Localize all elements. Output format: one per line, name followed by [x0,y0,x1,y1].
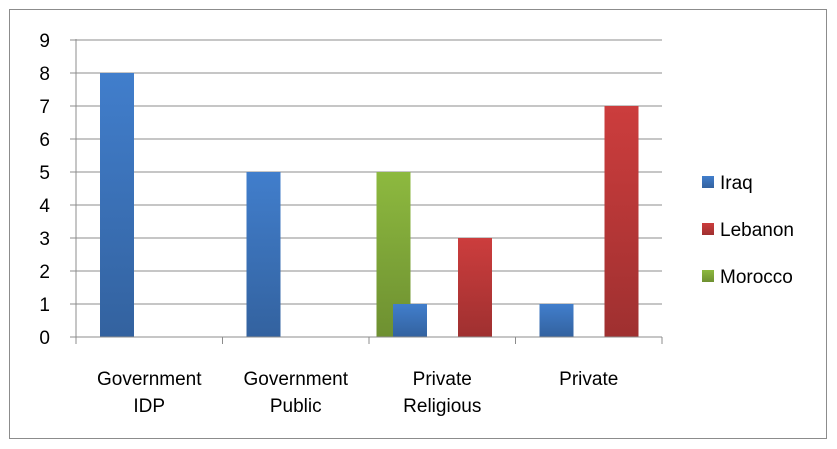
y-tick-label: 2 [39,262,50,283]
x-tick-label: Private [559,369,618,390]
y-tick-label: 4 [39,196,50,217]
bar-iraq-3 [539,304,574,337]
y-tick-label: 3 [39,229,50,250]
bar-iraq-1 [246,172,281,337]
legend-label-morocco: Morocco [720,267,793,288]
bar-iraq-0 [100,73,134,337]
y-tick-label: 0 [39,328,50,349]
x-tick-label: Private Religious [403,369,481,417]
chart-frame [9,9,827,439]
bar-lebanon-2 [458,238,492,337]
x-tick-label: Government Public [243,369,348,417]
y-tick-label: 7 [39,97,50,118]
y-tick-label: 6 [39,130,50,151]
y-tick-label: 9 [39,31,50,52]
y-tick-label: 8 [39,64,50,85]
bar-iraq-2 [393,304,427,337]
y-tick-label: 5 [39,163,50,184]
legend-label-lebanon: Lebanon [720,220,794,241]
x-tick-label: Government IDP [97,369,202,417]
legend-swatch-morocco [702,270,714,282]
legend-swatch-iraq [702,176,714,188]
bar-lebanon-3 [604,106,639,337]
y-tick-label: 1 [39,295,50,316]
legend-label-iraq: Iraq [720,173,753,194]
legend-swatch-lebanon [702,223,714,235]
